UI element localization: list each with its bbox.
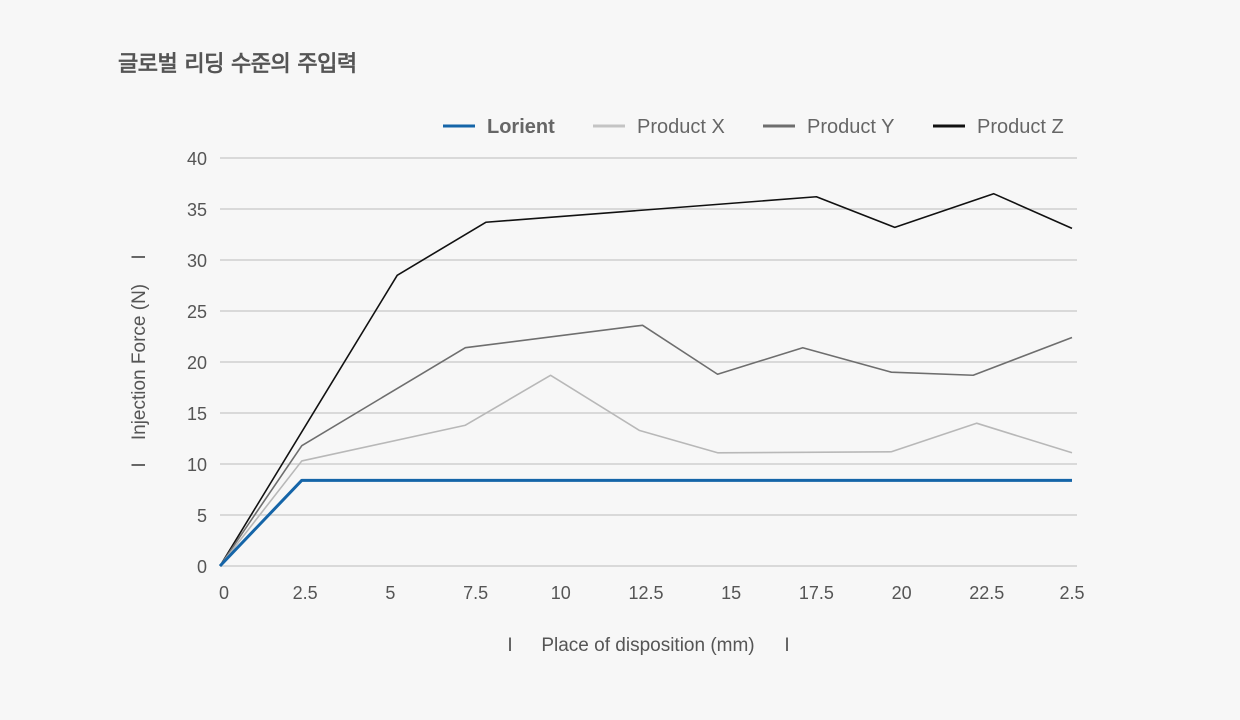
- legend-label: Product Y: [807, 116, 894, 138]
- series-line-lorient: [218, 478, 1072, 568]
- x-axis-deco: I: [507, 635, 512, 656]
- x-tick-label: 0: [219, 583, 229, 603]
- x-tick-label: 22.5: [969, 583, 1004, 603]
- x-tick-label: 20: [892, 583, 912, 603]
- y-axis-deco: I: [129, 462, 150, 467]
- y-tick-label: 5: [197, 506, 207, 526]
- y-tick-label: 35: [187, 200, 207, 220]
- y-axis-deco: I: [129, 254, 150, 259]
- x-tick-label: 15: [721, 583, 741, 603]
- x-axis-deco: I: [784, 635, 789, 656]
- x-tick-label: 12.5: [628, 583, 663, 603]
- x-tick-label: 10: [551, 583, 571, 603]
- legend-label: Product X: [637, 116, 725, 138]
- y-tick-label: 40: [187, 149, 207, 169]
- series-line-product-y: [219, 324, 1073, 567]
- legend-label: Product Z: [977, 116, 1064, 138]
- chart-title: 글로벌 리딩 수준의 주입력: [118, 52, 357, 77]
- y-tick-label: 25: [187, 302, 207, 322]
- y-tick-label: 30: [187, 251, 207, 271]
- y-tick-label: 15: [187, 404, 207, 424]
- x-tick-label: 5: [385, 583, 395, 603]
- legend-label: Lorient: [487, 116, 555, 138]
- x-tick-label: 7.5: [463, 583, 488, 603]
- y-tick-label: 20: [187, 353, 207, 373]
- series-line-product-x: [219, 374, 1073, 567]
- series-line-product-z: [219, 192, 1073, 567]
- x-tick-label: 2.5: [293, 583, 318, 603]
- x-tick-label: 2.5: [1059, 583, 1084, 603]
- y-tick-label: 10: [187, 455, 207, 475]
- y-axis-label: Injection Force (N): [129, 284, 150, 440]
- x-tick-label: 17.5: [799, 583, 834, 603]
- x-axis-label: Place of disposition (mm): [541, 635, 754, 656]
- y-tick-label: 0: [197, 557, 207, 577]
